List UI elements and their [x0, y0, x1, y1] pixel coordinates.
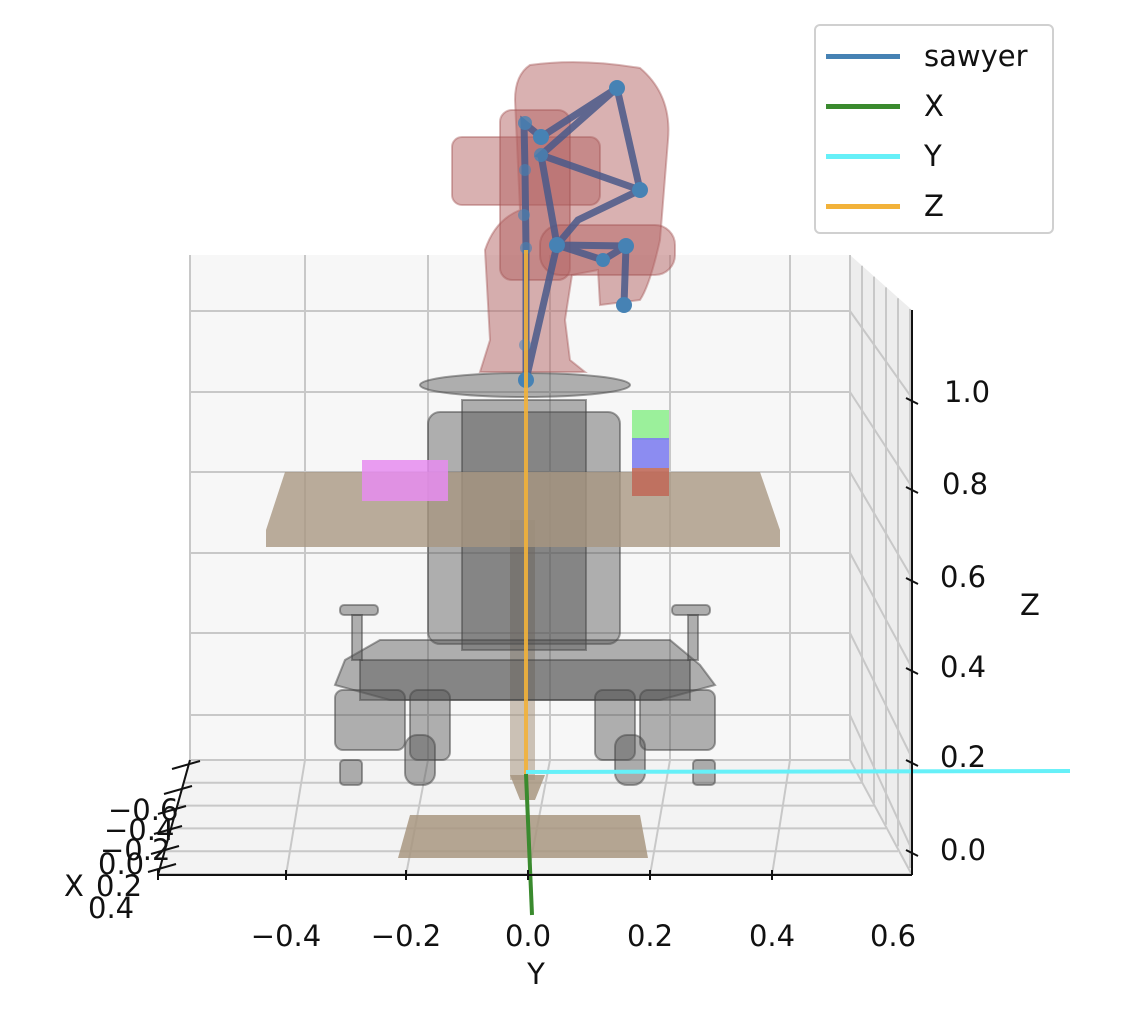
y-axis-line — [525, 769, 1071, 774]
x-axis-line — [524, 773, 534, 916]
tick-marks — [147, 397, 919, 880]
legend: sawyer X Y Z — [814, 24, 1054, 234]
legend-label: Z — [924, 189, 944, 223]
red-block — [632, 468, 669, 496]
table-top — [266, 472, 780, 547]
x-tick-labels: −0.6 −0.4 −0.2 0.0 0.2 0.4 — [88, 793, 178, 925]
grid-line — [849, 759, 913, 876]
x-tick-mark — [150, 845, 180, 855]
side-pane — [850, 255, 912, 875]
sawyer-joints — [518, 80, 648, 388]
grid-line — [849, 471, 913, 579]
z-tick-label: 0.4 — [940, 650, 986, 684]
legend-swatch-sawyer — [826, 53, 900, 59]
z-tick-labels: 0.0 0.2 0.4 0.6 0.8 1.0 — [940, 375, 990, 867]
z-axis-label: Z — [1020, 588, 1040, 622]
x-tick-mark — [171, 760, 201, 770]
z-tick-mark — [905, 667, 919, 675]
y-tick-label: 0.0 — [505, 919, 551, 953]
z-tick-label: 0.2 — [940, 740, 986, 774]
legend-item-z: Z — [826, 181, 944, 231]
y-tick-labels: −0.4 −0.2 0.0 0.2 0.4 0.6 — [251, 919, 916, 953]
table-base — [398, 815, 648, 858]
x-tick-label: 0.0 — [98, 847, 144, 881]
grid-line — [649, 759, 671, 876]
y-tick-label: −0.4 — [251, 919, 321, 953]
legend-item-sawyer: sawyer — [826, 31, 1028, 81]
legend-label: sawyer — [924, 39, 1028, 73]
grid-line — [849, 391, 913, 488]
x-tick-mark — [153, 825, 183, 835]
green-block — [632, 410, 669, 440]
z-tick-mark — [905, 577, 919, 585]
x-tick-mark — [157, 805, 187, 815]
axis-spines — [157, 310, 913, 876]
grid-line — [771, 759, 791, 876]
z-tick-label: 0.8 — [942, 467, 988, 501]
y-tick-label: 0.6 — [870, 919, 916, 953]
z-tick-label: 0.6 — [940, 560, 986, 594]
legend-label: X — [924, 89, 944, 123]
z-tick-mark — [905, 759, 919, 767]
legend-item-y: Y — [826, 131, 942, 181]
x-tick-label: −0.4 — [104, 813, 174, 847]
pink-block — [362, 460, 448, 501]
y-tick-label: −0.2 — [371, 919, 441, 953]
legend-label: Y — [924, 139, 942, 173]
grid-line — [285, 759, 306, 876]
x-tick-label: −0.6 — [108, 793, 178, 827]
x-tick-label: 0.2 — [96, 869, 142, 903]
grid-line — [849, 552, 913, 669]
y-tick-label: 0.4 — [749, 919, 795, 953]
y-tick-label: 0.2 — [627, 919, 673, 953]
legend-item-x: X — [826, 81, 944, 131]
y-axis-label: Y — [526, 957, 545, 991]
grid-line — [849, 714, 913, 851]
grid-line — [849, 632, 913, 759]
blue-block — [632, 438, 669, 468]
x-tick-label: −0.2 — [100, 833, 170, 867]
x-tick-mark — [147, 863, 177, 873]
legend-swatch-x — [826, 103, 900, 109]
legend-swatch-y — [826, 153, 900, 159]
z-tick-mark — [905, 397, 919, 405]
z-tick-mark — [905, 849, 919, 857]
z-tick-label: 0.0 — [940, 833, 986, 867]
legend-swatch-z — [826, 203, 900, 209]
x-axis-label: X — [64, 869, 84, 903]
x-tick-mark — [163, 785, 193, 795]
grid-line — [849, 310, 913, 399]
z-tick-mark — [905, 486, 919, 494]
z-tick-label: 1.0 — [944, 375, 990, 409]
x-tick-label: 0.4 — [88, 891, 134, 925]
